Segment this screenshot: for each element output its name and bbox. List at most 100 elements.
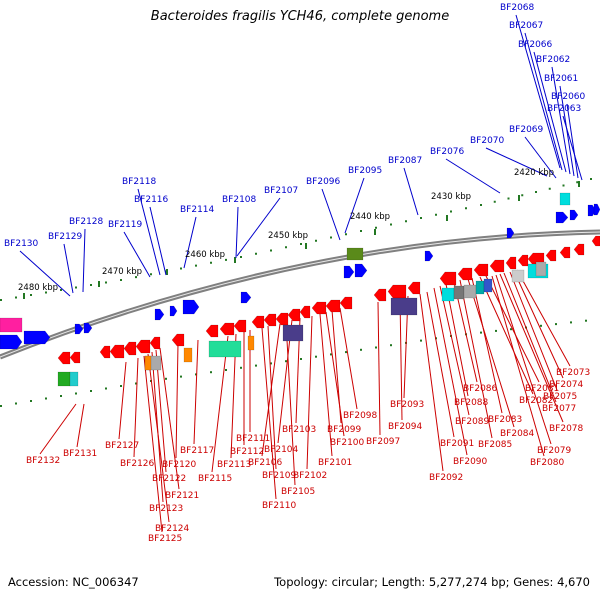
gene-label-bottom: BF2102 — [293, 471, 327, 481]
gene-label-top: BF2095 — [348, 166, 382, 176]
gene-label-bottom: BF2112 — [230, 447, 264, 457]
gene-label-bottom: BF2090 — [453, 457, 488, 467]
gene-arrow-blue — [74, 323, 84, 335]
callout-line — [524, 136, 557, 179]
callout-line — [566, 103, 579, 179]
scale-major-tick — [234, 257, 236, 263]
gene-feature-purple — [390, 297, 418, 316]
callout-line — [267, 325, 277, 470]
scale-dot-top — [105, 281, 107, 284]
gene-label-bottom: BF2094 — [388, 422, 423, 432]
scale-dot-bottom — [75, 392, 77, 395]
scale-dot-bottom — [135, 382, 137, 385]
scale-dot-bottom — [255, 364, 257, 367]
callout-line — [433, 287, 468, 456]
gene-label-bottom: BF2106 — [248, 458, 283, 468]
gene-label-top: BF2108 — [222, 195, 257, 205]
scale-major-tick — [23, 293, 25, 299]
gene-arrow-red — [205, 324, 219, 338]
scale-label: 2480 kbp — [18, 283, 58, 293]
scale-dot-bottom — [540, 324, 542, 327]
gene-arrow-blue — [182, 299, 200, 315]
gene-label-top: BF2060 — [551, 92, 586, 102]
gene-arrow-blue — [354, 263, 368, 278]
gene-label-bottom: BF2120 — [162, 460, 197, 470]
gene-arrow-red — [505, 256, 517, 270]
scale-dot-top — [548, 187, 551, 190]
gene-feature-teal — [475, 280, 485, 295]
scale-dot-bottom — [270, 362, 272, 365]
gene-label-bottom: BF2078 — [549, 424, 584, 434]
scale-dot-top — [450, 210, 452, 213]
gene-label-bottom: BF2083 — [488, 415, 522, 425]
gene-arrow-red — [473, 263, 489, 277]
callout-line — [285, 321, 296, 486]
scale-dot-top — [285, 246, 287, 249]
callout-line — [137, 188, 161, 276]
scale-dot-top — [405, 220, 407, 223]
gene-label-top: BF2130 — [4, 239, 39, 249]
scale-dot-top — [521, 194, 524, 197]
scale-dot-top — [255, 252, 257, 255]
gene-label-bottom: BF2103 — [282, 425, 316, 435]
scale-dot-bottom — [30, 400, 32, 402]
gene-feature-cyan — [559, 192, 571, 206]
gene-arrow-blue — [0, 334, 23, 350]
scale-dot-top — [60, 289, 62, 291]
scale-dot-bottom — [180, 375, 182, 378]
scale-dot-top — [90, 284, 92, 286]
scale-major-tick — [305, 243, 307, 249]
gene-label-bottom: BF2089 — [455, 417, 490, 427]
scale-dot-top — [435, 213, 437, 216]
gene-label-bottom: BF2131 — [63, 449, 97, 459]
callout-line — [76, 403, 85, 448]
callout-line — [306, 315, 313, 470]
gene-arrow-blue — [506, 227, 515, 239]
gene-arrow-blue — [154, 308, 165, 321]
gene-features — [0, 192, 600, 387]
gene-feature-purple — [282, 324, 304, 342]
callout-line — [339, 307, 358, 410]
gene-feature-orange — [183, 347, 193, 363]
scale-dot-top — [15, 296, 17, 299]
callout-line — [321, 188, 341, 241]
gene-arrow-red — [545, 249, 557, 262]
callout-line — [467, 278, 515, 428]
scale-dot-top — [330, 236, 332, 239]
gene-label-top: BF2119 — [108, 220, 143, 230]
gene-label-bottom: BF2074 — [549, 380, 584, 390]
gene-label-bottom: BF2132 — [26, 456, 60, 466]
callout-line — [133, 357, 139, 458]
gene-label-top: BF2114 — [180, 205, 215, 215]
scale-dot-bottom — [210, 371, 212, 374]
callout-line — [503, 272, 557, 403]
callout-line — [82, 228, 86, 293]
callout-line — [471, 277, 503, 414]
callout-line — [235, 206, 239, 259]
scale-dot-bottom — [15, 402, 17, 405]
gene-arrow-blue — [424, 250, 434, 262]
callout-line — [155, 349, 167, 473]
gene-arrow-red — [263, 313, 277, 327]
scale-dot-bottom — [420, 339, 422, 342]
gene-arrow-red — [339, 296, 353, 310]
genome-title: Bacteroides fragilis YCH46, complete gen… — [150, 9, 450, 24]
gene-label-bottom: BF2082 — [519, 396, 553, 406]
callout-line — [123, 231, 151, 278]
gene-label-bottom: BF2113 — [217, 460, 251, 470]
gene-label-top: BF2129 — [48, 232, 83, 242]
scale-dot-top — [315, 239, 317, 242]
accession-label: Accession: NC_006347 — [8, 575, 139, 589]
gene-arrow-red — [559, 246, 571, 259]
scale-dot-bottom — [90, 390, 92, 392]
callout-line — [403, 167, 419, 216]
gene-label-top: BF2087 — [388, 156, 422, 166]
gene-arrow-red — [219, 322, 235, 336]
gene-arrow-red — [457, 267, 473, 281]
gene-arrow-red — [275, 312, 289, 326]
callout-line — [399, 297, 403, 421]
callout-line — [551, 66, 571, 175]
gene-arrow-red — [123, 341, 137, 356]
gene-label-top: BF2107 — [264, 186, 298, 196]
